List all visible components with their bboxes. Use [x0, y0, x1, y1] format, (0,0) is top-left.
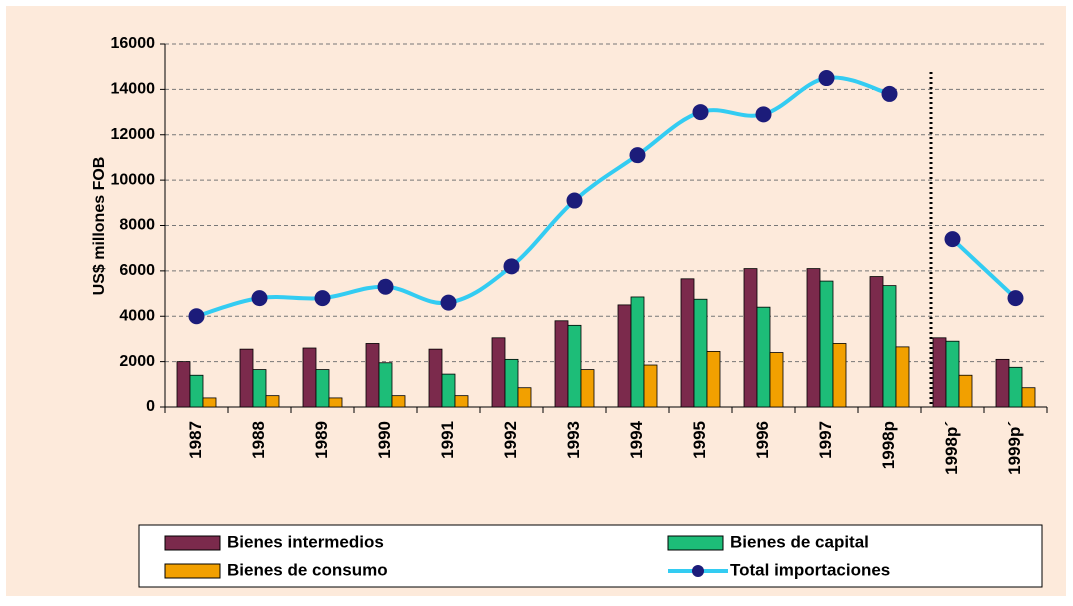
bar [945, 340, 960, 408]
bar [680, 278, 695, 408]
bar [302, 347, 317, 408]
line-marker [566, 192, 583, 209]
line-marker [1007, 290, 1024, 307]
bar [769, 352, 784, 408]
x-tick-label: 1987 [186, 421, 205, 459]
line-marker [692, 104, 709, 121]
bar [176, 361, 191, 408]
bar [806, 268, 821, 408]
x-tick-label: 1994 [627, 420, 646, 458]
bar [932, 337, 947, 408]
bar [958, 374, 973, 408]
legend-label: Bienes intermedios [227, 532, 384, 551]
bar [630, 296, 645, 408]
bar [643, 364, 658, 408]
line-marker [944, 231, 961, 248]
x-tick-label: 1992 [501, 421, 520, 459]
bar [819, 280, 834, 408]
legend-swatch [667, 535, 724, 551]
bar [189, 374, 204, 408]
bar [517, 387, 532, 408]
bar [743, 268, 758, 408]
x-tick-label: 1988 [249, 421, 268, 459]
y-tick-label: 16000 [111, 35, 156, 52]
x-tick-label: 1998p [879, 421, 898, 469]
bar [567, 324, 582, 408]
bar [995, 358, 1010, 408]
bar [1008, 366, 1023, 408]
x-tick-label: 1990 [375, 421, 394, 459]
bar [491, 337, 506, 408]
bar [378, 362, 393, 408]
bar [454, 395, 469, 408]
bar [693, 298, 708, 408]
bar [617, 304, 632, 408]
line-marker [755, 106, 772, 123]
bar [365, 343, 380, 408]
line-marker [629, 147, 646, 164]
legend-marker [692, 565, 704, 577]
bar [832, 343, 847, 408]
legend-swatch [164, 535, 221, 551]
y-tick-label: 4000 [119, 307, 155, 324]
y-tick-label: 14000 [111, 81, 156, 98]
line-marker [251, 290, 268, 307]
bar [391, 395, 406, 408]
legend-label: Total importaciones [730, 560, 890, 579]
bar [265, 395, 280, 408]
bar [580, 369, 595, 408]
bar [252, 369, 267, 408]
x-tick-label: 1998p´ [942, 421, 961, 475]
bar [1021, 387, 1036, 408]
x-tick-label: 1993 [564, 421, 583, 459]
y-tick-label: 8000 [119, 217, 155, 234]
bar [504, 358, 519, 408]
bar [882, 285, 897, 408]
bar [239, 348, 254, 408]
x-tick-label: 1995 [690, 421, 709, 459]
bar [869, 276, 884, 408]
bar [328, 397, 343, 408]
line-marker [503, 258, 520, 275]
bar [441, 373, 456, 408]
bar [554, 320, 569, 408]
y-tick-label: 10000 [111, 171, 156, 188]
legend-label: Bienes de consumo [227, 560, 388, 579]
x-tick-label: 1999p´ [1005, 421, 1024, 475]
x-tick-label: 1991 [438, 421, 457, 459]
line-marker [818, 70, 835, 87]
legend-swatch [164, 563, 221, 579]
line-marker [377, 278, 394, 295]
bar [202, 397, 217, 408]
x-tick-label: 1997 [816, 421, 835, 459]
y-tick-label: 0 [146, 398, 155, 415]
x-tick-label: 1989 [312, 421, 331, 459]
y-axis-label: US$ millones FOB [91, 157, 108, 296]
bar [895, 346, 910, 408]
x-tick-label: 1996 [753, 421, 772, 459]
line-marker [881, 85, 898, 102]
legend-box [138, 524, 1043, 588]
bar [706, 351, 721, 408]
y-tick-label: 6000 [119, 262, 155, 279]
line-marker [188, 308, 205, 325]
bar [428, 348, 443, 408]
line-marker [314, 290, 331, 307]
line-marker [440, 294, 457, 311]
legend-label: Bienes de capital [730, 532, 869, 551]
bar [756, 306, 771, 408]
y-tick-label: 12000 [111, 126, 156, 143]
y-tick-label: 2000 [119, 353, 155, 370]
bar [315, 369, 330, 408]
